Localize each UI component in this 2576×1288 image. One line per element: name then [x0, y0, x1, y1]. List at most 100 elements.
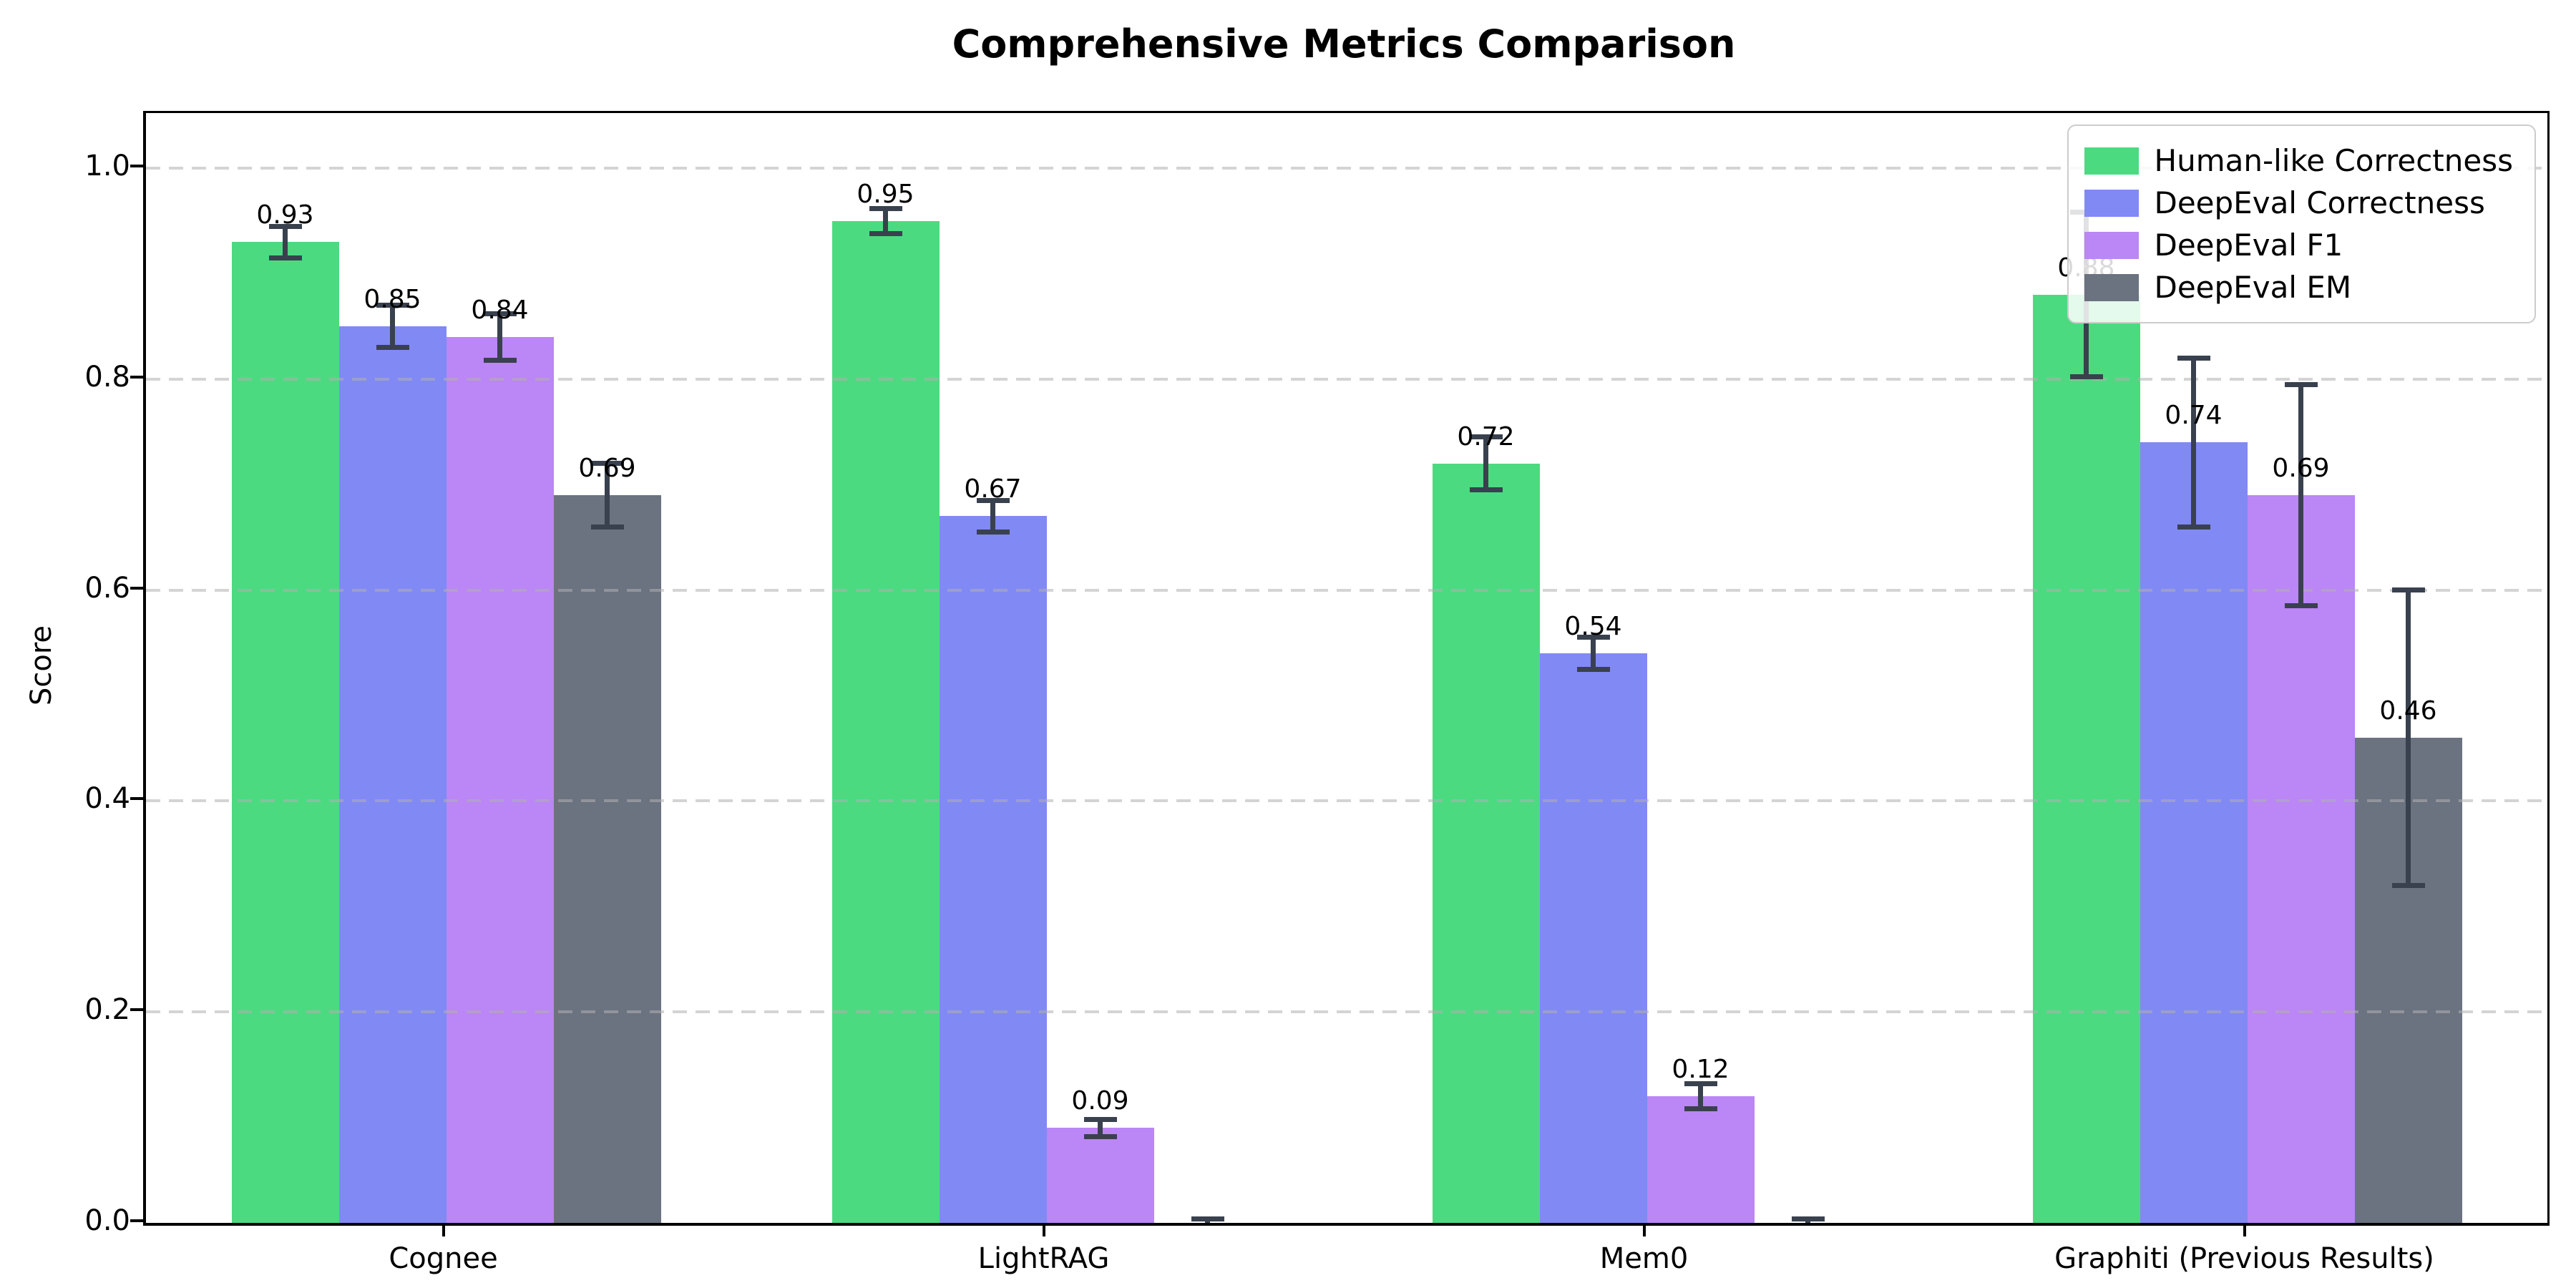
error-bar-cap — [1792, 1224, 1825, 1226]
legend-swatch — [2084, 273, 2139, 301]
error-bar-cap — [869, 230, 902, 236]
bar-deepeval-em-cognee — [553, 494, 661, 1223]
y-tick-mark — [130, 165, 143, 167]
gridline-y-0.8 — [146, 377, 2547, 381]
error-bar — [497, 313, 502, 361]
error-bar-cap — [2284, 603, 2318, 609]
legend-label: DeepEval F1 — [2154, 228, 2343, 263]
bar-human-like-correctness-mem0 — [1432, 463, 1540, 1223]
y-tick-label-0.2: 0.2 — [84, 993, 130, 1027]
y-tick-mark — [130, 1008, 143, 1012]
error-bar — [1483, 436, 1488, 490]
y-tick-mark — [130, 797, 143, 801]
error-bar — [1591, 637, 1596, 670]
x-tick-label-lightrag: LightRAG — [977, 1242, 1110, 1275]
error-bar-cap — [483, 357, 517, 363]
error-bar-cap — [2069, 374, 2103, 380]
y-tick-label-0.8: 0.8 — [84, 360, 130, 394]
bar-value-label: 0.09 — [1071, 1086, 1129, 1116]
x-tick-label-graphiti-previous-results-: Graphiti (Previous Results) — [2054, 1242, 2434, 1275]
x-tick-mark — [2243, 1224, 2246, 1236]
legend-label: DeepEval Correctness — [2154, 185, 2485, 220]
legend-item-deepeval-f1: DeepEval F1 — [2084, 228, 2514, 263]
gridline-y-0.2 — [146, 1010, 2547, 1014]
error-bar — [605, 463, 610, 527]
error-bar-cap — [1791, 1216, 1825, 1221]
legend-item-deepeval-correctness: DeepEval Correctness — [2084, 185, 2514, 220]
error-bar-cap — [976, 497, 1010, 503]
error-bar-cap — [1469, 434, 1503, 440]
gridline-y-0.6 — [146, 588, 2547, 592]
error-bar-cap — [268, 223, 302, 229]
error-bar — [2191, 358, 2196, 527]
error-bar — [883, 208, 888, 234]
bar-deepeval-f1-graphiti-previous-results- — [2247, 494, 2355, 1223]
error-bar — [1098, 1119, 1103, 1137]
error-bar-cap — [1191, 1224, 1224, 1226]
error-bar — [390, 305, 395, 348]
y-axis-label: Score — [25, 625, 58, 706]
bar-deepeval-correctness-graphiti-previous-results- — [2140, 442, 2248, 1223]
bar-value-label: 0.69 — [578, 453, 636, 483]
error-bar-cap — [268, 255, 302, 260]
plot-area: Human-like Correctness DeepEval Correctne… — [143, 111, 2550, 1226]
bar-deepeval-f1-lightrag — [1046, 1128, 1154, 1223]
legend-swatch — [2084, 147, 2139, 175]
error-bar-cap — [590, 461, 624, 467]
legend-item-human-like-correctness: Human-like Correctness — [2084, 143, 2514, 178]
legend-label: Human-like Correctness — [2154, 143, 2514, 178]
bar-deepeval-correctness-mem0 — [1539, 653, 1647, 1223]
bar-human-like-correctness-cognee — [231, 242, 339, 1223]
error-bar-cap — [376, 345, 409, 351]
error-bar-cap — [590, 524, 624, 530]
error-bar-cap — [1684, 1106, 1717, 1112]
bar-value-label: 0.93 — [256, 200, 314, 230]
error-bar-cap — [1083, 1133, 1117, 1139]
legend: Human-like Correctness DeepEval Correctne… — [2067, 125, 2536, 323]
x-tick-mark — [441, 1224, 445, 1236]
error-bar — [1698, 1083, 1703, 1109]
legend-swatch — [2084, 231, 2139, 259]
error-bar — [990, 500, 995, 532]
error-bar-cap — [376, 303, 409, 308]
legend-item-deepeval-em: DeepEval EM — [2084, 270, 2514, 305]
error-bar-cap — [1576, 635, 1610, 640]
bar-deepeval-correctness-cognee — [338, 326, 447, 1223]
error-bar-cap — [2391, 882, 2425, 888]
y-tick-mark — [130, 375, 143, 379]
error-bar — [2298, 384, 2303, 606]
bar-human-like-correctness-lightrag — [831, 220, 940, 1223]
x-tick-mark — [1042, 1224, 1045, 1236]
bar-value-label: 0.72 — [1457, 421, 1515, 452]
bar-value-label: 0.95 — [857, 179, 914, 209]
gridline-y-0.4 — [146, 799, 2547, 803]
error-bar-cap — [869, 205, 902, 211]
bar-value-label: 0.46 — [2379, 696, 2437, 726]
chart-title: Comprehensive Metrics Comparison — [952, 21, 1736, 67]
y-tick-mark — [130, 1219, 143, 1222]
error-bar-cap — [2284, 381, 2318, 387]
error-bar-cap — [976, 530, 1010, 535]
x-tick-label-cognee: Cognee — [389, 1242, 498, 1275]
bar-value-label: 0.54 — [1564, 612, 1622, 642]
error-bar-cap — [483, 311, 517, 316]
x-tick-label-mem0: Mem0 — [1599, 1242, 1689, 1275]
bar-value-label: 0.74 — [2165, 401, 2223, 431]
error-bar-cap — [2391, 587, 2425, 593]
bar-deepeval-f1-mem0 — [1646, 1096, 1755, 1223]
x-tick-mark — [1642, 1224, 1646, 1236]
legend-swatch — [2084, 189, 2139, 217]
error-bar-cap — [2177, 524, 2210, 530]
error-bar — [283, 226, 288, 258]
error-bar-cap — [2177, 355, 2210, 361]
error-bar — [2406, 590, 2411, 886]
error-bar-cap — [1469, 487, 1503, 493]
bar-deepeval-f1-cognee — [446, 336, 554, 1223]
error-bar-cap — [1083, 1117, 1117, 1123]
legend-label: DeepEval EM — [2154, 270, 2352, 305]
bar-value-label: 0.84 — [471, 295, 529, 325]
error-bar-cap — [1191, 1216, 1224, 1221]
bar-value-label: 0.67 — [964, 474, 1022, 504]
y-tick-mark — [130, 586, 143, 590]
